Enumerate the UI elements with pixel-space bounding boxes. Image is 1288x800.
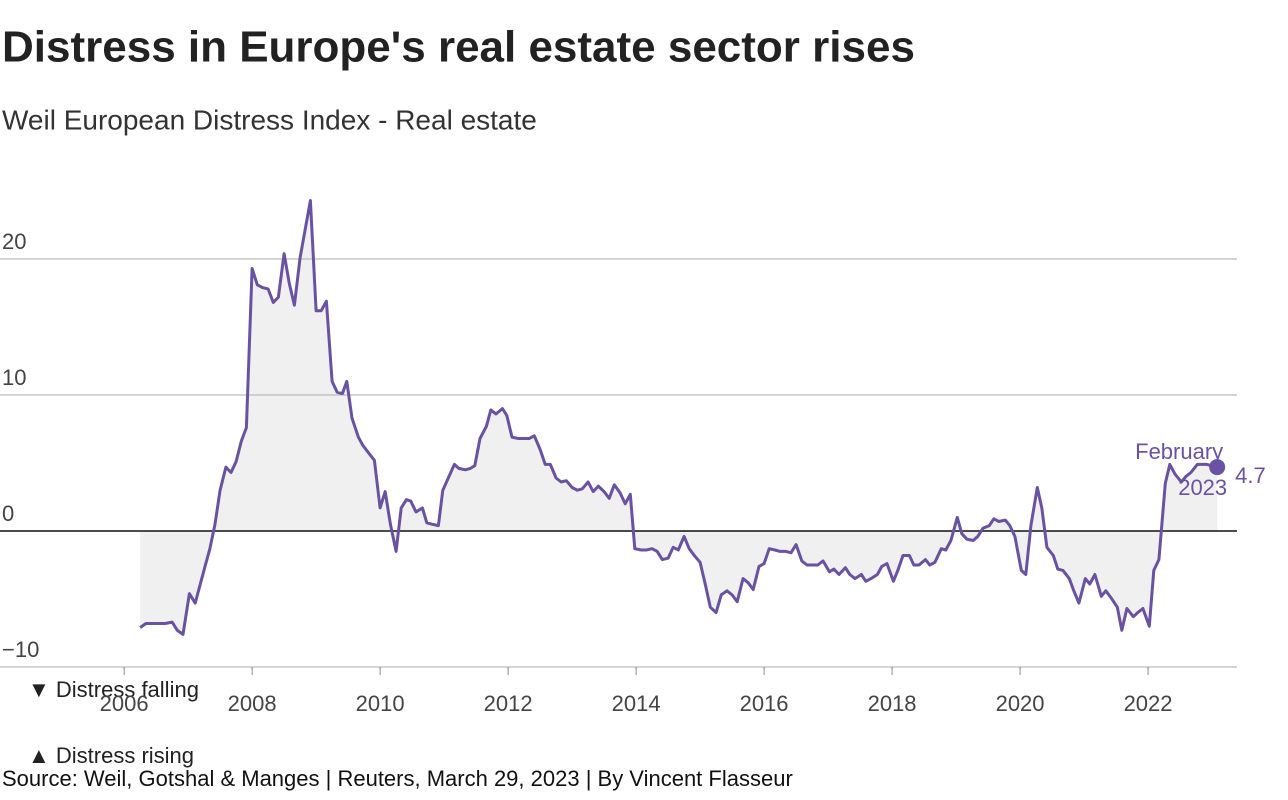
x-tick-label: 2022 — [1124, 691, 1173, 716]
source: Source: Weil, Gotshal & Manges | Reuters… — [2, 766, 793, 791]
x-tick-label: 2006 — [100, 691, 149, 716]
chart-subtitle: Weil European Distress Index - Real esta… — [2, 104, 537, 135]
x-tick-label: 2012 — [484, 691, 533, 716]
y-tick-label: 20 — [2, 229, 26, 254]
x-tick-label: 2010 — [356, 691, 405, 716]
legend-note: ▲ Distress rising — [28, 743, 194, 768]
y-tick-label: 0 — [2, 501, 14, 526]
x-tick-label: 2008 — [228, 691, 277, 716]
area — [140, 200, 1218, 635]
y-tick-label: 10 — [2, 365, 26, 390]
chart-title: Distress in Europe's real estate sector … — [2, 23, 915, 72]
x-tick-label: 2018 — [868, 691, 917, 716]
annotation: February — [1135, 439, 1223, 464]
line — [139, 199, 1218, 636]
x-tick-label: 2020 — [996, 691, 1045, 716]
annotation: 2023 — [1178, 475, 1227, 500]
end-dot — [1209, 459, 1226, 476]
value-label: 4.7 — [1235, 463, 1266, 488]
x-tick-label: 2016 — [740, 691, 789, 716]
x-tick-label: 2014 — [612, 691, 661, 716]
y-tick-label: −10 — [2, 637, 39, 662]
legend-note: ▼ Distress falling — [28, 677, 199, 702]
